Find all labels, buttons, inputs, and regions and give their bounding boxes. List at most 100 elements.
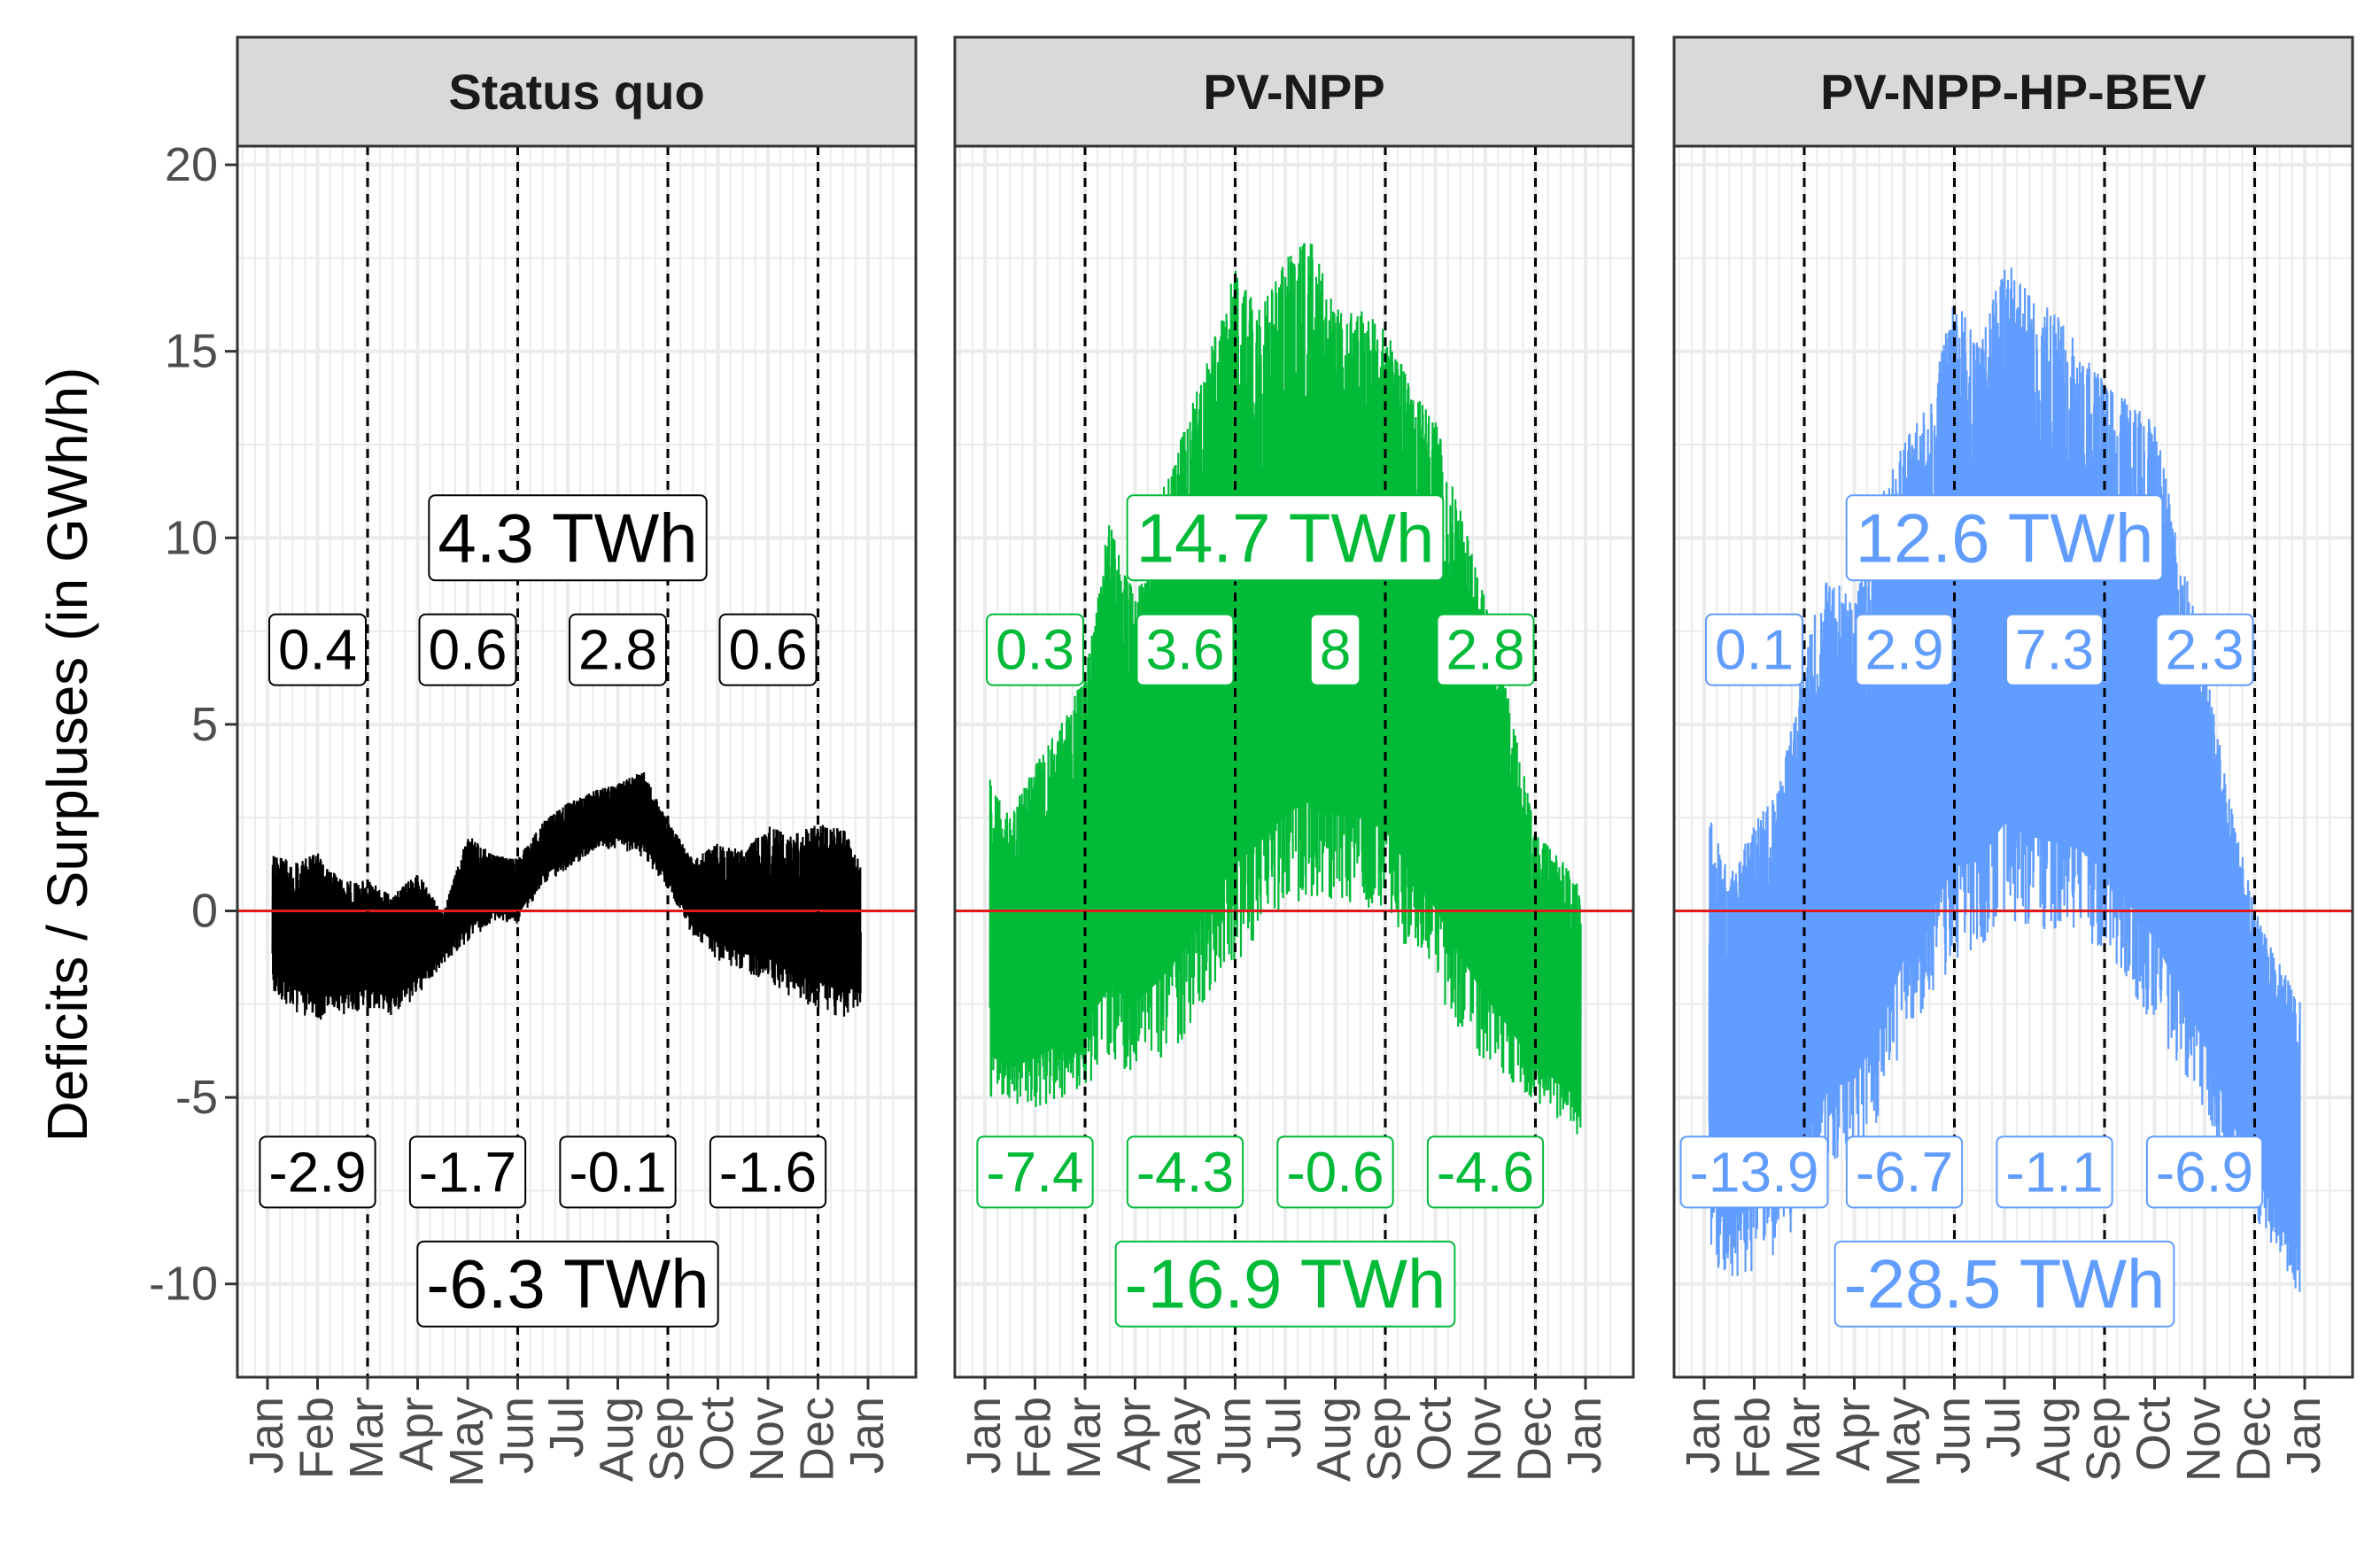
label-box (1845, 1135, 1964, 1209)
facet-panels: 0.4 0.6 2.8 0.6 -2.9 -1.7 -0.1 -1.6 4.3 TWh -6.3 … (236, 35, 2354, 1487)
x-tick-label: Aug (1308, 1397, 1361, 1482)
season-deficit-label: -4.3 (1126, 1135, 1244, 1209)
y-tick-label: 20 (165, 138, 218, 191)
season-surplus-label: 0.4 (268, 613, 367, 686)
season-deficit-label-text: -6.9 (2156, 1140, 2253, 1204)
season-surplus-label-text: 0.4 (278, 618, 357, 682)
label-box (709, 1135, 827, 1209)
x-tick-label: May (1877, 1397, 1930, 1487)
season-deficit-label: -0.1 (559, 1135, 677, 1209)
season-deficit-label: -1.7 (408, 1135, 527, 1209)
total-deficit-label: -6.3 TWh (416, 1240, 719, 1328)
season-surplus-label-text: 2.9 (1865, 618, 1944, 682)
season-surplus-label: 0.6 (418, 613, 517, 686)
y-axis: -10 -5 0 5 10 15 20 (149, 138, 237, 1311)
x-tick-label: Jul (1977, 1397, 2030, 1458)
y-tick-label: 15 (165, 325, 218, 378)
total-surplus-label: 12.6 TWh (1845, 494, 2164, 582)
season-deficit-label: -6.9 (2145, 1135, 2264, 1209)
label-box (1833, 1240, 2175, 1328)
season-surplus-label: 7.3 (2005, 613, 2104, 686)
facet-panel: 0.3 3.6 8 2.8 -7.4 -4.3 -0.6 -4.6 14.7 TWh -16.9 … (953, 35, 1635, 1487)
label-box (1436, 613, 1535, 686)
season-surplus-label: 8 (1309, 613, 1361, 686)
season-surplus-label-text: 0.6 (429, 618, 508, 682)
label-box (1126, 494, 1445, 582)
x-tick-label: Jul (540, 1397, 593, 1458)
season-deficit-label-text: -1.6 (719, 1140, 817, 1204)
label-box (718, 613, 818, 686)
y-tick-label: 0 (191, 884, 218, 937)
y-tick-label: 5 (191, 698, 218, 751)
x-tick-label: Dec (791, 1397, 844, 1482)
x-tick-label: Dec (1508, 1397, 1562, 1482)
total-surplus-label-text: 12.6 TWh (1856, 499, 2154, 577)
season-deficit-label: -13.9 (1679, 1135, 1829, 1209)
x-tick-label: Oct (1408, 1397, 1461, 1471)
x-tick-label: May (440, 1397, 493, 1487)
x-tick-label: Mar (1058, 1397, 1111, 1479)
label-box (976, 1135, 1094, 1209)
x-tick-label: Jun (1208, 1397, 1261, 1474)
x-tick-label: May (1158, 1397, 1211, 1487)
label-box (1136, 613, 1235, 686)
x-tick-label: Jan (1558, 1397, 1611, 1474)
x-tick-label: Jun (1927, 1397, 1981, 1474)
facet-panel: 0.4 0.6 2.8 0.6 -2.9 -1.7 -0.1 -1.6 4.3 TWh -6.3 … (236, 35, 918, 1487)
x-tick-label: Jul (1258, 1397, 1311, 1458)
x-tick-label: Jan (1677, 1397, 1730, 1474)
season-surplus-label: 2.3 (2155, 613, 2254, 686)
series-trace (271, 771, 862, 1020)
label-box (2155, 613, 2254, 686)
total-deficit-label: -16.9 TWh (1114, 1240, 1456, 1328)
label-box (569, 613, 667, 686)
season-surplus-label-text: 2.8 (578, 618, 657, 682)
facet-strip (953, 35, 1635, 148)
x-tick-label: Jan (240, 1397, 293, 1474)
total-surplus-label-text: 4.3 TWh (438, 499, 697, 577)
facet-strip (236, 35, 918, 148)
label-box (1679, 1135, 1829, 1209)
season-deficit-label: -1.6 (709, 1135, 827, 1209)
season-surplus-label-text: 0.6 (729, 618, 808, 682)
label-box (416, 1240, 719, 1328)
season-deficit-label: -0.6 (1276, 1135, 1394, 1209)
label-box (268, 613, 367, 686)
series-core (989, 531, 1581, 1104)
label-box (408, 1135, 527, 1209)
season-deficit-label-text: -4.3 (1136, 1140, 1234, 1204)
season-surplus-label: 2.8 (1436, 613, 1535, 686)
x-tick-label: Oct (691, 1397, 744, 1471)
season-surplus-label-text: 0.3 (996, 618, 1074, 682)
x-tick-label: Feb (1008, 1397, 1061, 1479)
label-box (1705, 613, 1803, 686)
x-tick-label: Apr (1108, 1397, 1161, 1471)
season-deficit-label: -6.7 (1845, 1135, 1964, 1209)
series-core (272, 802, 861, 999)
x-tick-label: Oct (2128, 1397, 2181, 1471)
y-axis-title: Deficits / Surpluses (in GWh/h) (35, 368, 99, 1143)
season-deficit-label: -1.1 (1996, 1135, 2113, 1209)
x-tick-label: Sep (2077, 1397, 2130, 1482)
season-surplus-label-text: 8 (1320, 618, 1352, 682)
x-tick-label: Jan (957, 1397, 1011, 1474)
facet-title: PV-NPP-HP-BEV (1820, 64, 2206, 120)
label-box (418, 613, 517, 686)
season-deficit-label-text: -2.9 (268, 1140, 366, 1204)
label-box (1855, 613, 1954, 686)
season-deficit-label-text: -6.7 (1856, 1140, 1953, 1204)
label-box (1276, 1135, 1394, 1209)
x-tick-label: Feb (291, 1397, 344, 1479)
x-tick-label: Feb (1727, 1397, 1780, 1479)
season-deficit-label: -4.6 (1426, 1135, 1545, 1209)
season-deficit-label-text: -1.1 (2005, 1140, 2103, 1204)
season-deficit-label-text: -7.4 (986, 1140, 1083, 1204)
total-deficit-label-text: -28.5 TWh (1844, 1245, 2166, 1323)
label-box (1126, 1135, 1244, 1209)
facet-strip (1672, 35, 2354, 148)
label-box (1996, 1135, 2113, 1209)
total-surplus-label-text: 14.7 TWh (1136, 499, 1435, 577)
facet-panel: 0.1 2.9 7.3 2.3 -13.9 -6.7 -1.1 -6.9 12.6 TWh -28… (1672, 35, 2354, 1487)
x-tick-label: Jan (841, 1397, 894, 1474)
